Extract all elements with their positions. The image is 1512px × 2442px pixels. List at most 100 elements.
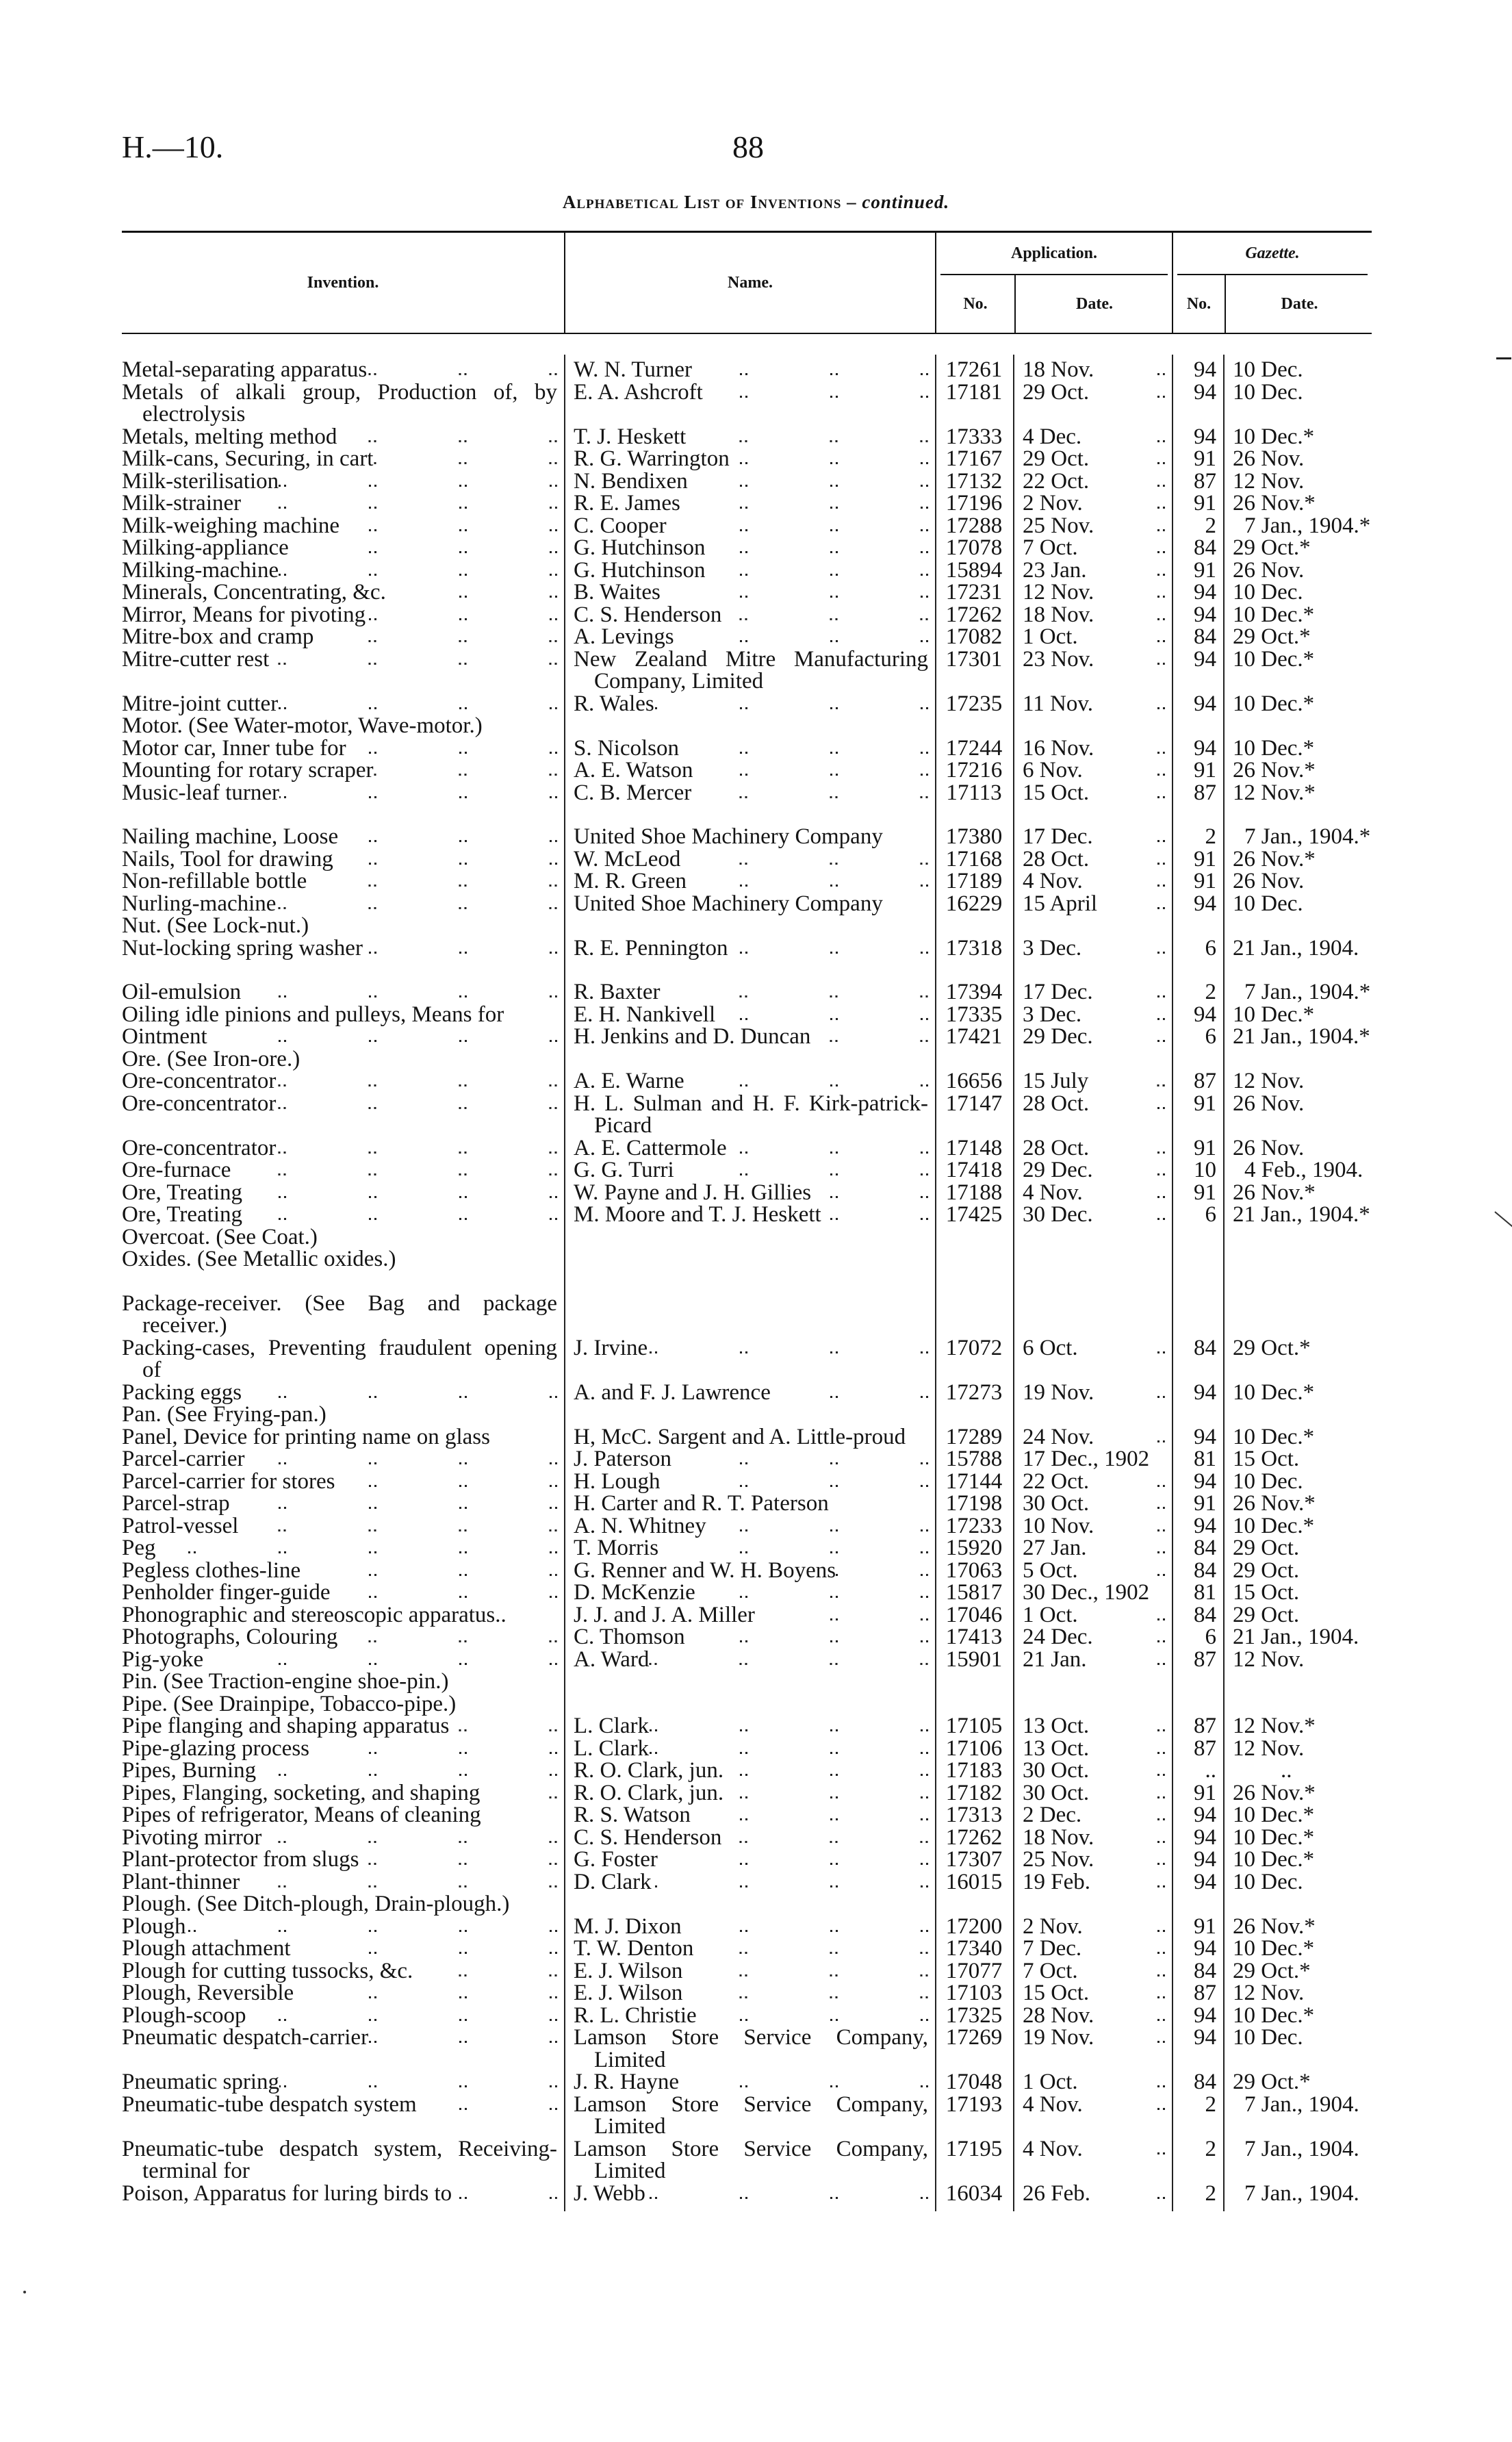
dot-leader (449, 1715, 557, 1735)
name-cell: A. Levings (564, 626, 935, 648)
application-no: 17072 (945, 1335, 1003, 1360)
application-no-cell: 17307 (935, 1848, 1013, 1871)
gazette-date-cell: 10 Dec.* (1223, 1003, 1372, 1026)
gazette-no: 2 (1205, 2091, 1217, 2117)
dot-leader (1089, 1492, 1165, 1513)
gazette-date-cell: 26 Nov. (1223, 1136, 1372, 1160)
dot-leader (309, 1737, 557, 1758)
dot-leader (294, 1982, 557, 2002)
gazette-date-cell: 21 Jan., 1904. (1223, 937, 1372, 960)
gazette-date: 10 Dec.* (1233, 1847, 1315, 1872)
application-date-cell: 6 Nov. (1013, 759, 1172, 782)
application-date: 28 Oct. (1023, 1091, 1090, 1116)
name-text: C. Thomson (574, 1625, 685, 1649)
dot-leader (1077, 1603, 1165, 1625)
dot-leader (256, 1759, 557, 1780)
gazette-date-cell: 10 Dec.* (1223, 2004, 1372, 2027)
gazette-no-cell: 87 (1172, 1982, 1223, 2005)
gazette-no: 94 (1194, 891, 1216, 916)
gazette-no-cell: 91 (1172, 559, 1223, 582)
dot-leader (686, 870, 928, 891)
dot-leader (1092, 1626, 1165, 1646)
application-date: 25 Nov. (1023, 1847, 1094, 1872)
dot-leader (1094, 1514, 1165, 1536)
invention-text: Plough. (See Ditch-plough, Drain-plough.… (122, 1892, 510, 1916)
application-no: 17063 (945, 1557, 1003, 1583)
gazette-no: 91 (1194, 1091, 1216, 1116)
application-date: 23 Nov. (1023, 646, 1094, 672)
name-text: M. Moore and T. J. Heskett (574, 1202, 821, 1227)
gazette-date-cell: 7 Jan., 1904. (1223, 2137, 1372, 2183)
gazette-date-cell: 15 Oct. (1223, 1448, 1372, 1471)
application-date: 4 Nov. (1023, 2136, 1083, 2161)
table-row: Pan. (See Frying-pan.) (122, 1403, 1372, 1426)
gazette-no: 6 (1205, 935, 1217, 961)
table-row: Plant-thinner D. Clark 16015 19 Feb. 94 10 De… (122, 1870, 1372, 1894)
invention-text: Ore-concentrator (122, 1091, 277, 1116)
application-no-cell (935, 1293, 1013, 1337)
gazette-no: 2 (1205, 2136, 1217, 2161)
dot-leader (337, 1626, 557, 1646)
application-date: 4 Nov. (1023, 1180, 1083, 1205)
name-cell: A. E. Cattermole (564, 1136, 935, 1160)
gazette-date-cell: 15 Oct. (1223, 1581, 1372, 1604)
table-row: Pneumatic spring J. R. Hayne 17048 1 Oct. 84… (122, 2071, 1372, 2094)
application-no-cell: 17413 (935, 1626, 1013, 1649)
gazette-date: 15 Oct. (1233, 1447, 1300, 1471)
dot-leader (696, 2004, 928, 2025)
application-no-cell: 17288 (935, 514, 1013, 537)
dot-leader (674, 626, 928, 646)
header-gazette-group: Gazette. No. Date. (1172, 233, 1372, 333)
table-row: Ore-concentrator A. E. Warne 16656 15 July 8… (122, 1070, 1372, 1093)
gazette-date: 12 Nov.* (1233, 780, 1316, 805)
name-cell: Lamson Store Service Company, Limited (564, 2093, 935, 2138)
application-no-cell: 17340 (935, 1937, 1013, 1960)
gazette-no: .. (1205, 1758, 1217, 1783)
gazette-no-cell: 94 (1172, 425, 1223, 448)
name-cell: R. L. Christie (564, 2004, 935, 2027)
gazette-date-cell: 26 Nov. (1223, 448, 1372, 470)
dot-leader (691, 781, 928, 802)
invention-text: Nurling-machine (122, 891, 277, 916)
column-rule (564, 355, 565, 2211)
gazette-no: 94 (1194, 1847, 1216, 1872)
application-no: 17113 (946, 780, 1002, 805)
table-row: Ointment H. Jenkins and D. Duncan 17421 29 … (122, 1026, 1372, 1048)
table-row: Packing eggs A. and F. J. Lawrence 17273 19… (122, 1381, 1372, 1404)
invention-cell: Mitre-cutter rest (122, 648, 564, 693)
application-no-cell: 17394 (935, 981, 1013, 1004)
dot-leader (726, 1136, 928, 1158)
gazette-date-cell: 29 Oct. (1223, 1603, 1372, 1627)
gazette-date-cell (1223, 915, 1372, 937)
application-no: 17216 (945, 758, 1003, 783)
application-date-cell: 28 Oct. (1013, 1091, 1172, 1137)
gazette-no-cell (1172, 1226, 1223, 1249)
gazette-no-cell: 87 (1172, 1715, 1223, 1738)
application-no-cell: 15894 (935, 559, 1013, 582)
dot-leader (359, 1848, 557, 1869)
application-date-cell: 22 Oct. (1013, 1470, 1172, 1493)
name-text: C. S. Henderson (574, 1824, 722, 1850)
gazette-no-cell: 6 (1172, 1026, 1223, 1048)
gazette-date: 4 Feb., 1904. (1244, 1158, 1363, 1182)
name-text: Lamson Store Service Company, Limited (574, 2025, 928, 2072)
name-cell: W. Payne and J. H. Gillies (564, 1181, 935, 1204)
dot-leader (811, 1181, 928, 1202)
gazette-no-cell (1172, 1403, 1223, 1426)
name-cell: R. S. Watson (564, 1804, 935, 1827)
invention-text: Milking-machine (122, 557, 279, 583)
invention-cell: Pan. (See Frying-pan.) (122, 1403, 564, 1426)
gazette-no: 6 (1205, 1202, 1217, 1227)
invention-text: Pin. (See Traction-engine shoe-pin.) (122, 1669, 449, 1694)
application-date-cell: 19 Nov. (1013, 2026, 1172, 2071)
table-row: Photographs, Colouring C. Thomson 17413 24 … (122, 1626, 1372, 1649)
name-text: A. Ward (574, 1646, 650, 1672)
dot-leader (1089, 470, 1165, 491)
table-row: Plough M. J. Dixon 17200 2 Nov. 91 26 Nov.* (122, 1915, 1372, 1938)
invention-text: Nailing machine, Loose (122, 824, 339, 849)
header-application-no: No. (963, 294, 988, 313)
invention-text: Oil-emulsion (122, 980, 242, 1004)
name-cell: L. Clark (564, 1715, 935, 1738)
application-date-cell: 1 Oct. (1013, 626, 1172, 648)
application-date-cell: 12 Nov. (1013, 581, 1172, 604)
